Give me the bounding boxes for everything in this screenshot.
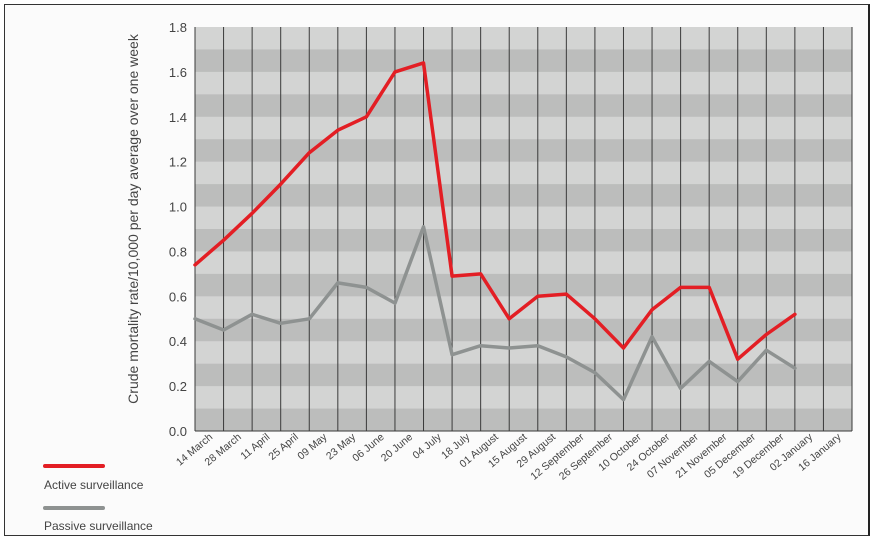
- grid-band: [195, 94, 852, 117]
- legend-swatch-active: [43, 464, 105, 468]
- y-tick-label: 1.6: [169, 65, 187, 80]
- grid-band: [195, 408, 852, 431]
- chart-frame: 0.0 0.2 0.4 0.6 0.8 1.0 1.2 1.4 1.6 1.8 14 March 2…: [4, 4, 870, 536]
- line-chart: 0.0 0.2 0.4 0.6 0.8 1.0 1.2 1.4 1.6 1.8 14 March2…: [125, 20, 853, 483]
- legend-label-active: Active surveillance: [44, 478, 144, 492]
- y-tick-label: 0.4: [169, 334, 187, 349]
- legend-swatch-passive: [43, 506, 105, 510]
- grid-band: [195, 273, 852, 297]
- x-tick-label: 25 April: [266, 431, 301, 463]
- series-lines: [193, 61, 797, 402]
- grid-bands: [195, 27, 852, 431]
- vertical-gridlines: [194, 27, 853, 432]
- grid-band: [195, 318, 852, 342]
- y-tick-label: 0.6: [169, 289, 187, 304]
- y-tick-label: 1.0: [169, 200, 187, 215]
- grid-band: [195, 363, 852, 387]
- y-axis-ticks: 0.0 0.2 0.4 0.6 0.8 1.0 1.2 1.4 1.6 1.8: [169, 20, 187, 439]
- y-tick-label: 1.8: [169, 20, 187, 35]
- grid-band: [195, 184, 852, 207]
- y-tick-label: 0.2: [169, 379, 187, 394]
- y-tick-label: 1.4: [169, 110, 187, 125]
- y-tick-label: 1.2: [169, 155, 187, 170]
- y-axis-label: Crude mortality rate/10,000 per day aver…: [125, 33, 141, 404]
- grid-band: [195, 139, 852, 162]
- y-tick-label: 0.8: [169, 244, 187, 259]
- y-tick-label: 0.0: [169, 424, 187, 439]
- x-tick-label: 11 April: [238, 431, 272, 462]
- series-line-active-surveillance: [193, 61, 797, 361]
- x-tick-label: 20 June: [379, 431, 415, 464]
- legend-label-passive: Passive surveillance: [44, 519, 153, 533]
- x-tick-label: 09 May: [295, 431, 330, 463]
- grid-band: [195, 229, 852, 252]
- grid-band: [195, 49, 852, 72]
- series-line-passive-surveillance: [193, 225, 797, 402]
- x-tick-label: 04 July: [411, 431, 445, 462]
